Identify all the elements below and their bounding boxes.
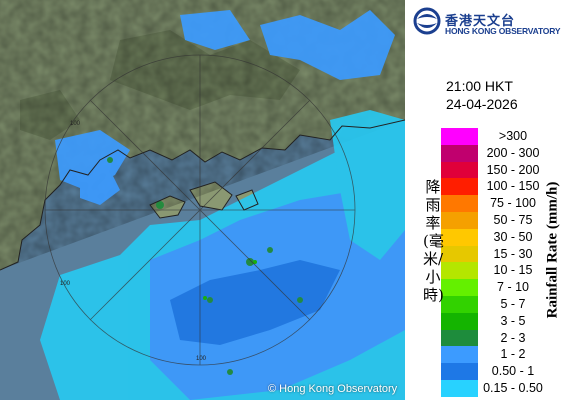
legend-label: 50 - 75 <box>493 213 533 227</box>
legend-label: 2 - 3 <box>500 330 526 345</box>
radar-map: 100 100 100 © Hong Kong Observatory <box>0 0 405 400</box>
legend-row: 50 - 75 <box>441 212 571 229</box>
legend-row: 150 - 200 <box>441 161 571 179</box>
legend-swatch <box>441 296 478 313</box>
legend-row: 75 - 100 <box>441 195 571 213</box>
legend-swatch <box>441 128 478 145</box>
ring-label-1: 100 <box>60 281 71 287</box>
ring-label-2: 100 <box>70 121 81 127</box>
legend-swatch <box>441 262 478 280</box>
legend-swatch <box>441 195 478 213</box>
legend-label: 3 - 5 <box>500 313 526 328</box>
legend-label: 100 - 150 <box>486 179 540 194</box>
legend-row: 0.50 - 1 <box>441 363 571 381</box>
legend-label: 0.50 - 1 <box>491 364 535 379</box>
logo-chinese: 香港天文台 <box>445 14 516 29</box>
legend-swatch <box>441 312 478 330</box>
legend-label: 30 - 50 <box>493 229 533 244</box>
legend-swatch <box>441 346 478 364</box>
island-outlines <box>149 181 259 219</box>
legend-row: 3 - 5 <box>441 312 571 330</box>
legend-label: 15 - 30 <box>493 246 533 261</box>
land-islands <box>150 182 258 218</box>
ring-label-3: 100 <box>196 356 207 362</box>
legend-row: 1 - 2 <box>441 346 571 364</box>
copyright-text: © Hong Kong Observatory <box>268 383 398 395</box>
side-panel: 香港天文台 HONG KONG OBSERVATORY 21:00 HKT 24… <box>405 0 577 400</box>
range-rings <box>44 54 356 366</box>
legend-swatch <box>441 363 478 381</box>
legend-label: 7 - 10 <box>497 280 529 295</box>
radar-map-canvas: 100 100 100 <box>0 0 405 400</box>
logo-english: HONG KONG OBSERVATORY <box>445 26 561 36</box>
echo-band-core <box>170 260 340 345</box>
legend-row: 2 - 3 <box>441 329 571 347</box>
legend-label: 0.15 - 0.50 <box>483 381 543 395</box>
legend-row: 5 - 7 <box>441 296 571 313</box>
legend-row: 200 - 300 <box>441 144 571 162</box>
legend-label: 1 - 2 <box>500 347 526 362</box>
legend-swatch <box>441 329 478 347</box>
rain-echoes <box>40 10 405 400</box>
legend-row: 7 - 10 <box>441 279 571 297</box>
echo-north-cluster <box>180 10 395 80</box>
legend-label: 150 - 200 <box>486 162 540 177</box>
legend-swatch <box>441 279 478 297</box>
observation-time: 21:00 HKT <box>446 78 513 94</box>
legend-label: 200 - 300 <box>486 145 540 160</box>
legend-row: 10 - 15 <box>441 262 571 280</box>
legend-label: 10 - 15 <box>493 263 533 278</box>
legend-row: >300 <box>441 128 571 145</box>
echo-east-band <box>330 110 405 260</box>
legend-title-chinese: 降雨率(毫米/小時) <box>423 178 444 304</box>
legend-row: 15 - 30 <box>441 245 571 263</box>
legend-row: 100 - 150 <box>441 178 571 196</box>
legend-label: 75 - 100 <box>490 196 536 211</box>
legend-label: >300 <box>498 129 528 143</box>
observatory-emblem-icon <box>413 7 441 35</box>
legend-swatch <box>441 161 478 179</box>
observatory-logo: 香港天文台 HONG KONG OBSERVATORY <box>413 5 577 37</box>
legend-swatch <box>441 245 478 263</box>
legend-swatch <box>441 212 478 229</box>
echo-light-green-cells <box>203 260 257 300</box>
observation-date: 24-04-2026 <box>446 96 518 112</box>
echo-heavy-cells <box>107 157 303 375</box>
echo-west-cluster <box>55 130 130 205</box>
legend-title-english: Rainfall Rate (mm/h) <box>544 181 561 319</box>
legend-label: 5 - 7 <box>500 297 526 311</box>
range-ring-labels: 100 100 100 <box>60 121 207 362</box>
legend-swatch <box>441 380 478 397</box>
legend-swatch <box>441 144 478 162</box>
legend-swatch <box>441 228 478 246</box>
legend-row: 30 - 50 <box>441 228 571 246</box>
coastline <box>0 119 405 271</box>
legend-row: 0.15 - 0.50 <box>441 380 571 397</box>
legend-swatch <box>441 178 478 196</box>
